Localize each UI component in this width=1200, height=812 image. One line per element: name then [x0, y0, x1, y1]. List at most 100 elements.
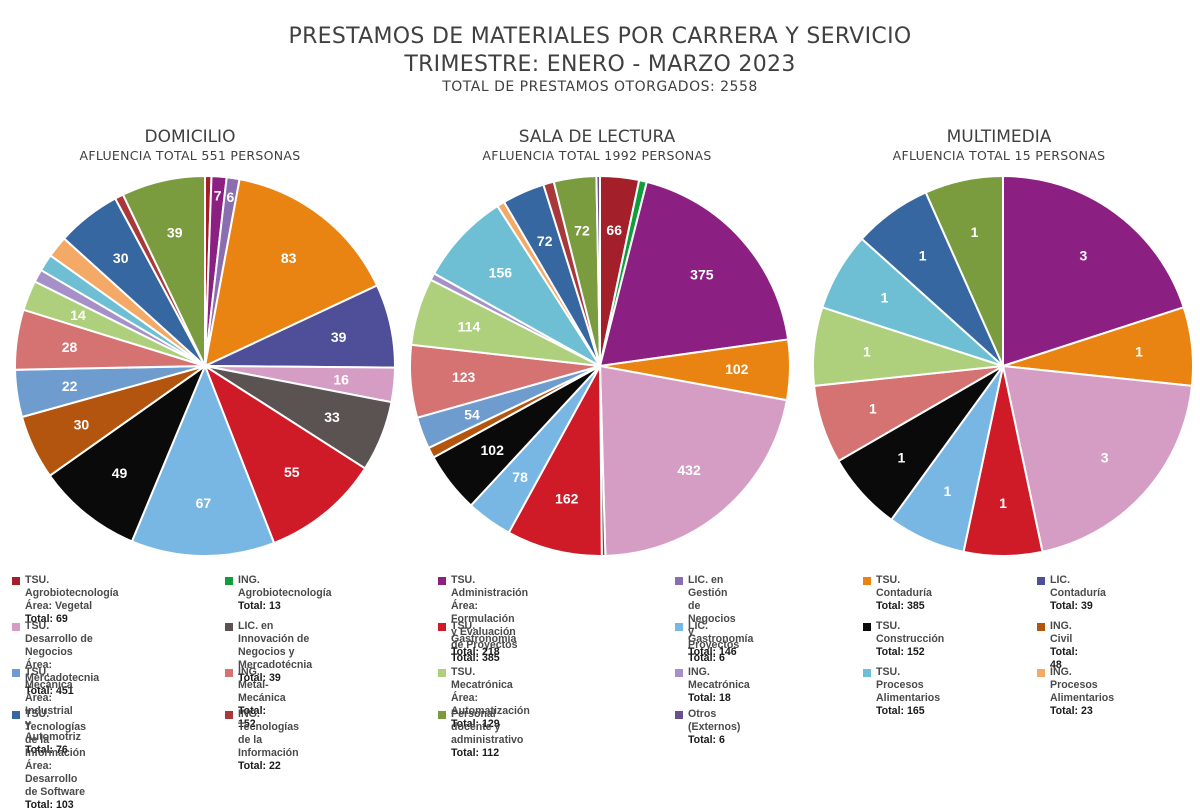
data-label: 3 — [1080, 247, 1088, 263]
legend-swatch — [675, 711, 683, 719]
data-label: 1 — [863, 344, 871, 360]
data-label: 55 — [284, 464, 300, 480]
legend-swatch — [225, 577, 233, 585]
pie-slice — [598, 180, 790, 368]
legend-label: TSU. Tecnologías de la Información Área:… — [25, 708, 87, 811]
data-label: 16 — [333, 372, 349, 388]
data-label: 1 — [919, 247, 927, 263]
legend-label: TSU. Desarrollo de Negocios Área: Mercad… — [25, 620, 100, 697]
pie-title-multimedia: MULTIMEDIA AFLUENCIA TOTAL 15 PERSONAS — [804, 127, 1194, 163]
data-label: 1 — [999, 495, 1007, 511]
data-label: 7 — [214, 187, 222, 203]
legend-total: Total: 18 — [688, 692, 731, 704]
legend-label: TSU. Administración Área: Formulación y … — [451, 574, 529, 664]
pie-slice — [48, 363, 208, 543]
data-label: 1 — [1135, 344, 1143, 360]
pie-slice — [202, 363, 367, 545]
pie-slice — [203, 178, 379, 368]
legend: TSU. Agrobiotecnología Área: Vegetal Tota… — [0, 574, 1200, 811]
legend-total: Total: 129 — [451, 718, 500, 730]
legend-total: Total: 451 — [25, 685, 74, 697]
legend-total: Total: 39 — [1050, 600, 1093, 612]
legend-label: ING. Metal-Mecánica Total: 152 — [238, 666, 286, 730]
data-label: 102 — [481, 442, 505, 458]
legend-total: Total: 385 — [451, 652, 500, 664]
data-label: 432 — [677, 462, 701, 478]
pie-domicilio: 7 6 83 39 16 33 55 67 49 30 22 28 14 30 39 — [14, 174, 397, 557]
legend-label: TSU. Mecatrónica Área: Automatización Tot… — [451, 666, 530, 730]
legend-swatch — [1037, 623, 1045, 631]
legend-total: Total: 112 — [451, 747, 500, 759]
pie-slice — [432, 204, 601, 367]
data-label: 39 — [167, 225, 183, 241]
legend-label: LIC. en Innovación de Negocios y Mercado… — [238, 620, 313, 684]
pie-slice — [507, 362, 603, 557]
legend-label: TSU. Contaduría Total: 385 — [876, 574, 932, 612]
data-label: 72 — [574, 222, 590, 238]
legend-label: TSU. Gastronomía Total: 218 — [451, 620, 517, 658]
pie-slice — [924, 174, 1004, 367]
legend-total: Total: 152 — [238, 705, 267, 730]
legend-label: ING. Tecnologías de la Información Total:… — [238, 708, 300, 772]
legend-label: TSU. Agrobiotecnología Área: Vegetal Tota… — [25, 574, 119, 625]
legend-swatch — [1037, 669, 1045, 677]
data-label: 114 — [458, 319, 481, 335]
total-loans-text: TOTAL DE PRESTAMOS OTORGADOS: 2558 — [442, 79, 758, 95]
pie-slice — [121, 174, 206, 367]
data-label: 1 — [971, 224, 979, 240]
pie-slice — [595, 174, 601, 367]
pie-title-text: SALA DE LECTURA — [518, 127, 676, 147]
legend-swatch — [675, 669, 683, 677]
data-label: 3 — [1101, 450, 1109, 466]
data-label: 49 — [112, 465, 128, 481]
legend-swatch — [438, 623, 446, 631]
legend-swatch — [12, 577, 20, 585]
legend-label: TSU. Construcción Total: 152 — [876, 620, 945, 658]
data-label: 78 — [512, 469, 528, 485]
legend-label: LIC. Contaduría Total: 39 — [1050, 574, 1106, 612]
chart-subtitle: TRIMESTRE: ENERO - MARZO 2023 — [404, 52, 796, 77]
legend-total: Total: 6 — [688, 652, 725, 664]
data-label: 30 — [74, 417, 90, 433]
legend-swatch — [225, 669, 233, 677]
legend-label: LIC. en Gestión de Negocios y Proyectos T… — [688, 574, 740, 664]
legend-total: Total: 13 — [238, 600, 281, 612]
data-label: 162 — [555, 491, 579, 507]
pie-subtitle-text: AFLUENCIA TOTAL 15 PERSONAS — [892, 148, 1106, 163]
data-label: 102 — [725, 361, 749, 377]
legend-swatch — [863, 669, 871, 677]
data-label: 123 — [452, 369, 476, 385]
data-label: 67 — [196, 495, 212, 511]
legend-swatch — [438, 711, 446, 719]
data-label: 30 — [113, 250, 129, 266]
legend-swatch — [675, 623, 683, 631]
legend-label: ING. Civil Total: 48 — [1050, 620, 1079, 671]
data-label: 22 — [62, 378, 78, 394]
legend-swatch — [438, 577, 446, 585]
pie-sala-de-lectura: 66 375 102 432 162 78 102 54 123 114 156 72 72 — [409, 174, 791, 558]
legend-swatch — [12, 669, 20, 677]
pie-title-text: DOMICILIO — [144, 127, 236, 147]
legend-total: Total: 218 — [451, 646, 500, 658]
legend-total: Total: 165 — [876, 705, 925, 717]
legend-total: Total: 6 — [688, 734, 725, 746]
data-label: 1 — [897, 450, 905, 466]
data-label: 33 — [324, 409, 340, 425]
pie-subtitle-text: AFLUENCIA TOTAL 1992 PERSONAS — [482, 148, 712, 163]
data-label: 83 — [281, 250, 297, 266]
legend-swatch — [438, 669, 446, 677]
data-label: 1 — [881, 290, 889, 306]
legend-total: Total: 69 — [25, 613, 68, 625]
pie-slice — [1001, 364, 1194, 554]
data-label: 1 — [943, 483, 951, 499]
legend-total: Total: 385 — [876, 600, 925, 612]
data-label: 39 — [331, 329, 347, 345]
data-label: 14 — [70, 307, 86, 323]
legend-total: Total: 22 — [238, 760, 281, 772]
legend-swatch — [225, 711, 233, 719]
data-label: 28 — [62, 339, 78, 355]
legend-label: ING. Agrobiotecnología Total: 13 — [238, 574, 332, 612]
legend-swatch — [863, 577, 871, 585]
data-label: 66 — [606, 222, 622, 238]
